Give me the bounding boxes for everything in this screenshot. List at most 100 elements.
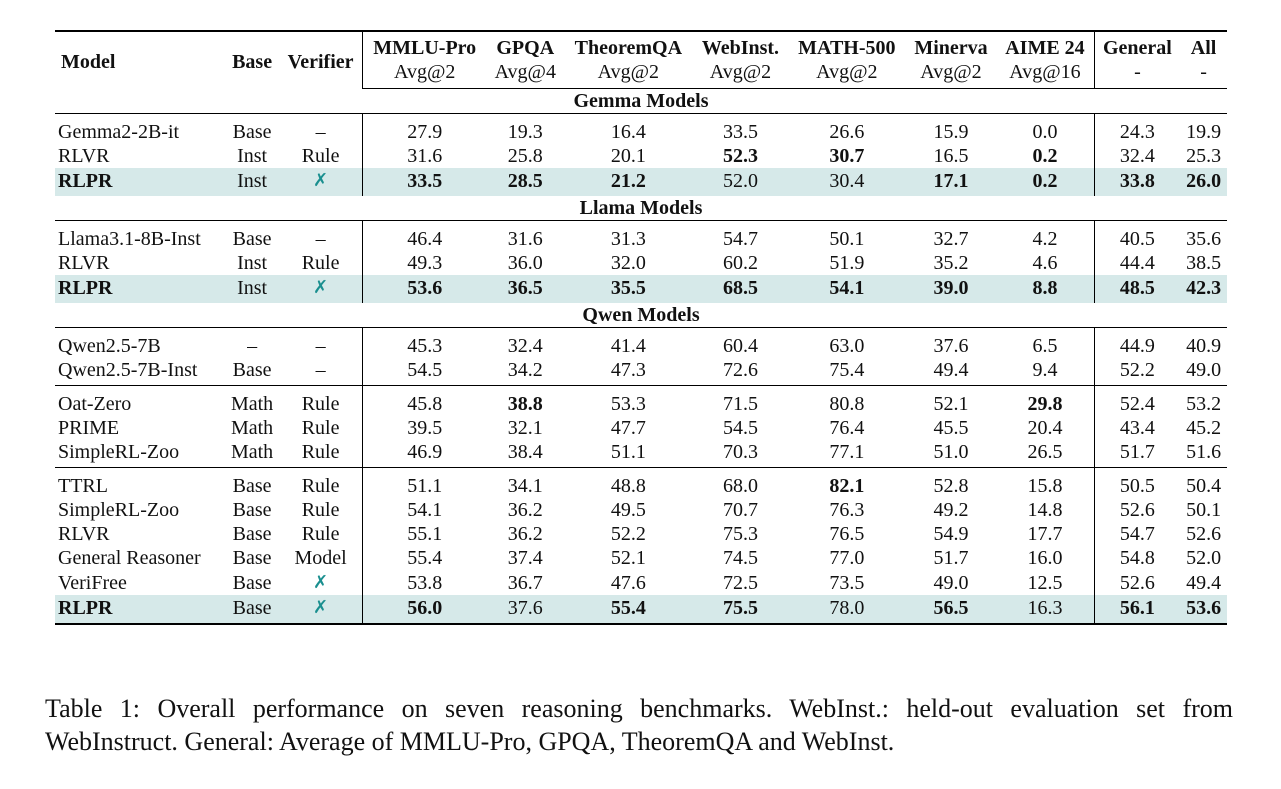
table-row: RLVR Inst Rule 49.3 36.0 32.0 60.2 51.9 35.2 4.6 4… [55,251,1227,275]
score-cell: 21.2 [563,168,693,196]
score-cell: 54.5 [722,417,758,439]
score-cell: 52.0 [1186,547,1222,569]
score-cell: 26.0 [1180,168,1227,196]
score-cell: 53.2 [1180,385,1227,416]
score-cell: 72.5 [722,571,758,594]
score-cell: 51.0 [933,441,969,463]
score-cell: 31.6 [361,144,487,168]
score-cell: 54.1 [361,498,487,522]
score-cell: 42.3 [1180,275,1227,303]
score-cell: 49.0 [933,571,969,594]
score-cell: 49.5 [610,499,646,521]
score-cell: 47.6 [610,571,646,594]
model-name-cell: General Reasoner [58,547,201,569]
score-cell: 51.1 [361,467,487,498]
header-bench-aime24: AIME 24 [1005,37,1085,59]
score-cell: 44.4 [1093,251,1181,275]
table-body: Gemma Models Gemma2-2B-it Base –27.9 19.3 16.… [55,88,1227,625]
score-cell: 19.3 [507,121,543,143]
group-header-row: Llama Models [55,196,1227,221]
model-name-cell: SimpleRL-Zoo [58,499,180,521]
score-cell: 30.4 [787,168,906,196]
score-cell: 48.5 [1093,275,1181,303]
score-cell: 0.2 [996,168,1095,196]
score-cell: 26.6 [829,121,865,143]
score-cell: 16.4 [610,121,646,143]
score-cell: 49.2 [933,499,969,521]
base-cell: Base [232,499,272,521]
header-bench-theoremqa: TheoremQA [574,37,683,59]
header-verifier: Verifier [287,51,354,74]
header-metric: Avg@2 [563,60,693,89]
score-cell: 71.5 [692,385,788,416]
table-row: Qwen2.5-7B – – 45.3 32.4 41.4 60.4 63.0 37.6 6.5 4… [55,327,1227,358]
score-cell: 0.0 [1032,121,1058,143]
score-cell: 52.1 [610,547,646,569]
verifier-cell: ✗ [279,595,363,625]
score-cell: 46.4 [361,220,487,251]
score-cell: 34.2 [507,359,543,381]
base-cell: Base [232,121,272,143]
score-cell: 35.5 [563,275,693,303]
cross-mark-icon: ✗ [313,572,329,593]
verifier-cell: Rule [301,145,340,167]
score-cell: 16.0 [1027,547,1063,569]
score-cell: 53.8 [361,570,487,595]
score-cell: 53.6 [361,275,487,303]
score-cell: 55.1 [361,522,487,546]
score-cell: 54.5 [361,358,487,386]
verifier-cell: Rule [301,252,340,274]
score-cell: 68.5 [692,275,788,303]
score-cell: 51.7 [1093,440,1181,468]
header-metric: - [1180,60,1227,89]
verifier-cell: Rule [301,417,340,439]
verifier-cell: Rule [301,441,340,463]
score-cell: 20.4 [1027,417,1063,439]
header-metric: Avg@2 [692,60,788,89]
base-cell: Inst [224,168,280,196]
base-cell: Base [232,571,272,594]
score-cell: 4.6 [1032,252,1058,274]
score-cell: 38.5 [1186,252,1222,274]
score-cell: 75.5 [692,595,788,625]
score-cell: 35.6 [1186,228,1222,250]
verifier-cell: Rule [301,499,340,521]
score-cell: 80.8 [787,385,906,416]
score-cell: 45.8 [361,385,487,416]
model-name-cell: RLVR [58,145,110,167]
results-table: Model Base Verifier MMLU-Pro GPQA Theore… [55,30,1227,625]
score-cell: 27.9 [361,113,487,144]
score-cell: 17.7 [1027,523,1063,545]
model-name-cell: RLPR [55,275,225,303]
score-cell: 52.6 [1093,498,1181,522]
group-title: Llama Models [55,196,1227,221]
score-cell: 32.1 [507,417,543,439]
table-row: VeriFree Base ✗ 53.8 36.7 47.6 72.5 73.5 49.0 12.… [55,570,1227,595]
header-general: General [1093,31,1181,60]
score-cell: 52.0 [692,168,788,196]
table-row: RLPR Inst ✗ 53.6 36.5 35.5 68.5 54.1 39.0 8.8 48.5… [55,275,1227,303]
score-cell: 28.5 [486,168,564,196]
score-cell: 15.8 [996,467,1095,498]
verifier-cell: ✗ [279,275,363,303]
model-name-cell: RLVR [58,252,110,274]
score-cell: 70.7 [722,499,758,521]
table-row: RLVR Inst Rule 31.6 25.8 20.1 52.3 30.7 16.5 0.2 3… [55,144,1227,168]
score-cell: 51.7 [933,547,969,569]
score-cell: 31.3 [610,228,646,250]
score-cell: 70.3 [722,441,758,463]
table-row: Llama3.1-8B-Inst Base – 46.4 31.6 31.3 54.7 50.… [55,220,1227,251]
score-cell: 37.6 [933,335,969,357]
score-cell: 52.6 [1186,523,1222,545]
verifier-cell: Rule [301,523,340,545]
header-bench-mmlu-pro: MMLU-Pro [361,31,487,60]
base-cell: Inst [224,275,280,303]
header-bench-minerva: Minerva [914,37,988,59]
score-cell: 50.5 [1093,467,1181,498]
table-row: TTRL Base Rule 51.1 34.1 48.8 68.0 82.1 52.8 15.8… [55,467,1227,498]
model-name-cell: RLPR [55,168,225,196]
score-cell: 37.6 [486,595,564,625]
score-cell: 51.1 [610,441,646,463]
model-name-cell: RLPR [55,595,225,625]
header-metric: - [1093,60,1181,89]
